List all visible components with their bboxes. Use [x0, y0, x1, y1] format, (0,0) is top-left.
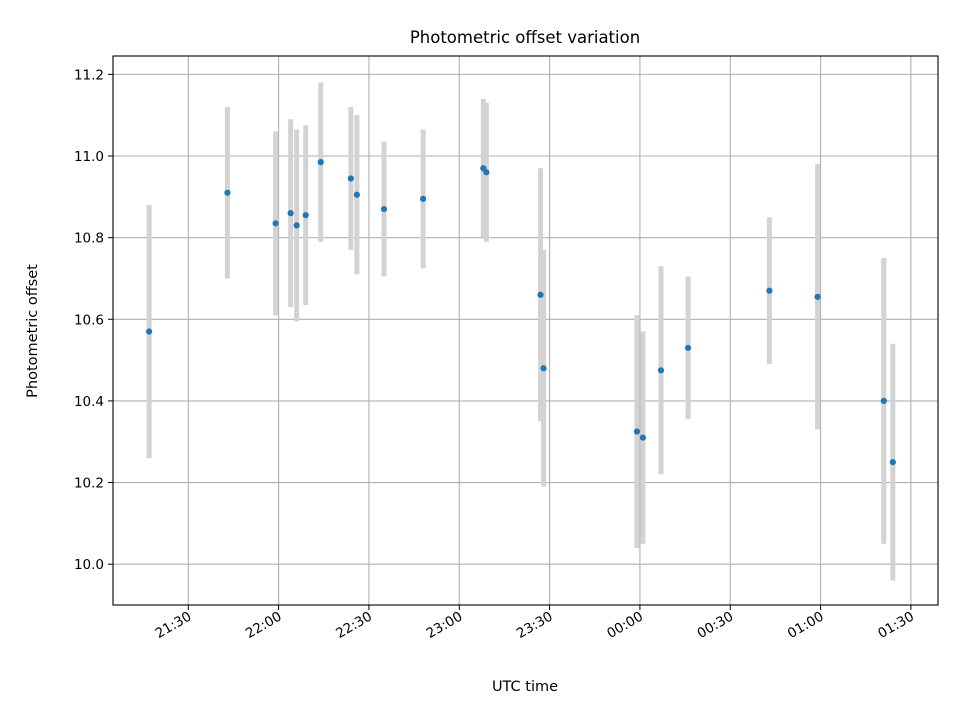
data-point — [287, 210, 294, 217]
data-point — [293, 222, 300, 229]
data-point — [317, 159, 324, 166]
y-tick-label: 10.2 — [74, 476, 104, 492]
data-points — [146, 159, 896, 466]
y-tick-label: 11.2 — [74, 67, 104, 83]
data-point — [302, 212, 309, 219]
data-point — [639, 434, 647, 441]
y-axis-label: Photometric offset — [25, 264, 41, 398]
data-point — [889, 459, 896, 466]
data-point — [272, 220, 279, 227]
data-point — [483, 169, 490, 176]
data-point — [353, 191, 360, 198]
data-point — [684, 344, 692, 351]
y-axis-ticks: 10.0 10.2 10.4 10.6 10.8 11.0 11.2 — [74, 67, 113, 573]
grid-lines — [113, 56, 938, 605]
plot-frame — [112, 55, 939, 606]
chart-title: Photometric offset variation — [410, 28, 640, 47]
y-tick-label: 10.8 — [74, 231, 104, 247]
y-tick-label: 10.6 — [74, 312, 104, 328]
data-point — [347, 175, 354, 182]
y-tick-label: 10.4 — [74, 394, 104, 410]
data-point — [657, 367, 665, 374]
data-point — [537, 291, 544, 298]
y-tick-label: 10.0 — [74, 557, 104, 573]
data-point — [224, 189, 231, 196]
data-point — [420, 195, 427, 202]
data-point — [814, 293, 821, 300]
data-point — [880, 397, 887, 405]
y-tick-label: 11.0 — [74, 149, 104, 165]
data-point — [380, 205, 388, 213]
data-point — [766, 287, 773, 294]
data-point — [146, 328, 153, 335]
x-axis-label: UTC time — [492, 679, 558, 695]
data-point — [540, 365, 547, 372]
data-point — [633, 428, 641, 435]
